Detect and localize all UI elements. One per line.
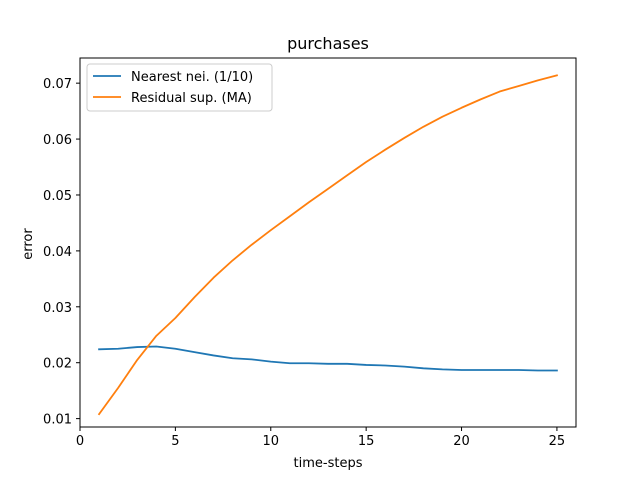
chart-title: purchases	[287, 34, 369, 53]
y-tick-label: 0.02	[43, 357, 72, 372]
y-tick-label: 0.05	[43, 189, 72, 204]
y-tick-label: 0.03	[43, 301, 72, 316]
legend-box	[86, 63, 273, 112]
y-tick-label: 0.01	[43, 413, 72, 428]
x-tick-label: 10	[262, 434, 279, 449]
series-lines	[97, 74, 559, 416]
x-tick-label: 20	[453, 434, 470, 449]
x-tick-label: 5	[171, 434, 179, 449]
y-tick-label: 0.04	[43, 245, 72, 260]
series-line-1	[98, 345, 558, 372]
x-tick-label: 15	[358, 434, 375, 449]
y-tick-label: 0.07	[43, 77, 72, 92]
series-line-2	[97, 74, 559, 416]
legend-label: Nearest nei. (1/10)	[131, 70, 253, 85]
x-tick-label: 25	[549, 434, 566, 449]
x-axis-ticks: 0 5 10 15 20 25	[76, 427, 565, 449]
y-tick-label: 0.06	[43, 133, 72, 148]
legend: Nearest nei. (1/10) Residual sup. (MA)	[86, 63, 273, 112]
plot-frame	[79, 57, 577, 428]
y-axis-label: error	[21, 228, 36, 260]
plot-area	[79, 57, 577, 428]
y-axis-ticks: 0.01 0.02 0.03 0.04 0.05 0.06 0.07	[43, 77, 80, 428]
legend-label: Residual sup. (MA)	[131, 91, 252, 106]
x-tick-label: 0	[76, 434, 84, 449]
x-axis-label: time-steps	[294, 456, 363, 471]
